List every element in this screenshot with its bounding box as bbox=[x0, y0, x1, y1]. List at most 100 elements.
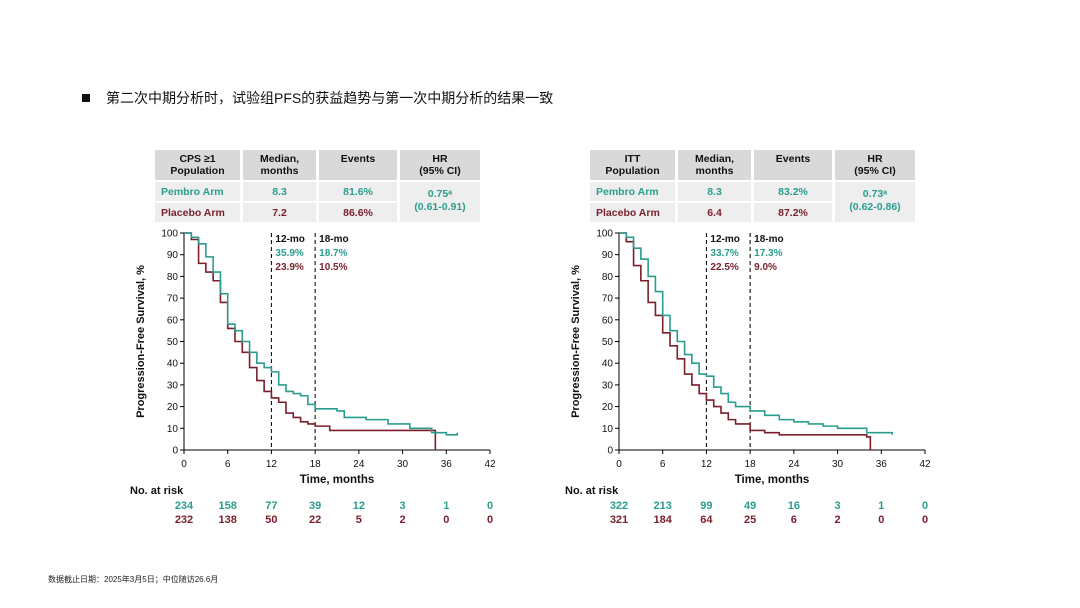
x-tick-label: 12 bbox=[266, 459, 278, 470]
y-tick-label: 60 bbox=[602, 315, 614, 326]
table-events-value: 87.2% bbox=[778, 207, 808, 219]
y-tick-label: 70 bbox=[167, 294, 179, 305]
table-body-cell bbox=[243, 203, 316, 222]
table-hr-cell bbox=[400, 182, 480, 222]
y-tick-label: 0 bbox=[607, 446, 613, 457]
y-tick-label: 30 bbox=[602, 380, 614, 391]
x-tick-label: 18 bbox=[745, 459, 757, 470]
table-header-text: Events bbox=[341, 153, 376, 165]
km-panel-cps: CPS ≥1 Population Median, months Events HR (95… bbox=[130, 148, 510, 528]
y-axis-label: Progression-Free Survival, % bbox=[135, 265, 147, 418]
table-body-cell bbox=[319, 203, 397, 222]
x-axis-label: Time, months bbox=[300, 474, 375, 486]
table-header-text: Median, months bbox=[260, 153, 299, 177]
bullet-square-icon bbox=[82, 94, 90, 102]
risk-pembro-count: 39 bbox=[309, 500, 321, 512]
placebo-survival-curve bbox=[184, 232, 437, 450]
table-header-cell bbox=[754, 150, 832, 180]
y-tick-label: 80 bbox=[167, 272, 179, 283]
landmark-label: 12-mo bbox=[710, 234, 739, 245]
y-tick-label: 60 bbox=[167, 315, 179, 326]
table-header-text: HR (95% CI) bbox=[419, 153, 460, 177]
table-body-cell bbox=[590, 182, 675, 201]
x-tick-label: 36 bbox=[876, 459, 888, 470]
risk-pembro-count: 1 bbox=[443, 500, 449, 512]
landmark-placebo-value: 10.5% bbox=[319, 262, 347, 273]
table-body-cell bbox=[155, 203, 240, 222]
heading-bullet-row: 第二次中期分析时，试验组PFS的获益趋势与第一次中期分析的结果一致 bbox=[82, 88, 553, 108]
x-tick-label: 42 bbox=[484, 459, 496, 470]
table-header-text: Median, months bbox=[695, 153, 734, 177]
risk-placebo-count: 64 bbox=[700, 514, 713, 526]
pembro-survival-curve bbox=[619, 232, 894, 435]
km-chart-itt: ITT Population Median, months Events HR (95% C… bbox=[565, 150, 931, 526]
table-events-value: 86.6% bbox=[343, 207, 373, 219]
table-header-cell bbox=[590, 150, 675, 180]
y-tick-label: 10 bbox=[602, 424, 614, 435]
table-hr-value: 0.75ᵃ bbox=[428, 188, 452, 200]
x-tick-label: 30 bbox=[832, 459, 844, 470]
landmark-placebo-value: 23.9% bbox=[275, 262, 303, 273]
y-tick-label: 40 bbox=[602, 359, 614, 370]
table-header-text: ITT Population bbox=[605, 153, 659, 177]
risk-placebo-count: 0 bbox=[922, 514, 928, 526]
table-hr-value: 0.73ᵃ bbox=[863, 188, 887, 200]
risk-placebo-count: 22 bbox=[309, 514, 321, 526]
table-header-text: CPS ≥1 Population bbox=[170, 153, 224, 177]
risk-table-label: No. at risk bbox=[565, 485, 619, 497]
footnote: 数据截止日期：2025年3月5日；中位随访26.6月 bbox=[48, 575, 219, 584]
risk-pembro-count: 49 bbox=[744, 500, 756, 512]
y-tick-label: 90 bbox=[167, 250, 179, 261]
page-heading: 第二次中期分析时，试验组PFS的获益趋势与第一次中期分析的结果一致 bbox=[106, 90, 554, 106]
x-tick-label: 42 bbox=[919, 459, 931, 470]
landmark-pembro-value: 18.7% bbox=[319, 248, 347, 259]
x-axis-label: Time, months bbox=[735, 474, 810, 486]
y-tick-label: 30 bbox=[167, 380, 179, 391]
risk-placebo-count: 184 bbox=[654, 514, 673, 526]
table-body-cell bbox=[754, 182, 832, 201]
risk-pembro-count: 0 bbox=[922, 500, 928, 512]
y-tick-label: 80 bbox=[602, 272, 614, 283]
risk-placebo-count: 232 bbox=[175, 514, 193, 526]
landmark-pembro-value: 17.3% bbox=[754, 248, 782, 259]
table-header-cell bbox=[243, 150, 316, 180]
landmark-label: 12-mo bbox=[275, 234, 304, 245]
table-median-value: 8.3 bbox=[272, 186, 287, 198]
table-header-cell bbox=[155, 150, 240, 180]
y-axis-label: Progression-Free Survival, % bbox=[570, 265, 582, 418]
risk-placebo-count: 50 bbox=[265, 514, 277, 526]
risk-placebo-count: 2 bbox=[400, 514, 406, 526]
risk-placebo-count: 25 bbox=[744, 514, 756, 526]
x-tick-label: 0 bbox=[181, 459, 187, 470]
risk-placebo-count: 6 bbox=[791, 514, 797, 526]
table-body-cell bbox=[243, 182, 316, 201]
x-tick-label: 24 bbox=[353, 459, 365, 470]
x-tick-label: 12 bbox=[701, 459, 713, 470]
landmark-placebo-value: 9.0% bbox=[754, 262, 777, 273]
risk-pembro-count: 0 bbox=[487, 500, 493, 512]
table-events-value: 83.2% bbox=[778, 186, 808, 198]
table-median-value: 7.2 bbox=[272, 207, 287, 219]
table-body-cell bbox=[754, 203, 832, 222]
risk-pembro-count: 12 bbox=[353, 500, 365, 512]
risk-pembro-count: 322 bbox=[610, 500, 628, 512]
y-tick-label: 20 bbox=[602, 402, 614, 413]
table-arm-label: Pembro Arm bbox=[596, 186, 659, 198]
x-tick-label: 30 bbox=[397, 459, 409, 470]
table-arm-label: Placebo Arm bbox=[596, 207, 660, 219]
risk-placebo-count: 321 bbox=[610, 514, 628, 526]
risk-pembro-count: 234 bbox=[175, 500, 194, 512]
risk-pembro-count: 77 bbox=[265, 500, 277, 512]
table-median-value: 8.3 bbox=[707, 186, 722, 198]
y-tick-label: 50 bbox=[167, 337, 179, 348]
y-tick-label: 70 bbox=[602, 294, 614, 305]
x-tick-label: 36 bbox=[441, 459, 453, 470]
table-arm-label: Pembro Arm bbox=[161, 186, 224, 198]
risk-pembro-count: 3 bbox=[400, 500, 406, 512]
y-tick-label: 20 bbox=[167, 402, 179, 413]
pembro-survival-curve bbox=[184, 232, 459, 436]
y-tick-label: 10 bbox=[167, 424, 179, 435]
risk-placebo-count: 0 bbox=[878, 514, 884, 526]
risk-pembro-count: 99 bbox=[700, 500, 712, 512]
y-tick-label: 100 bbox=[596, 229, 613, 240]
